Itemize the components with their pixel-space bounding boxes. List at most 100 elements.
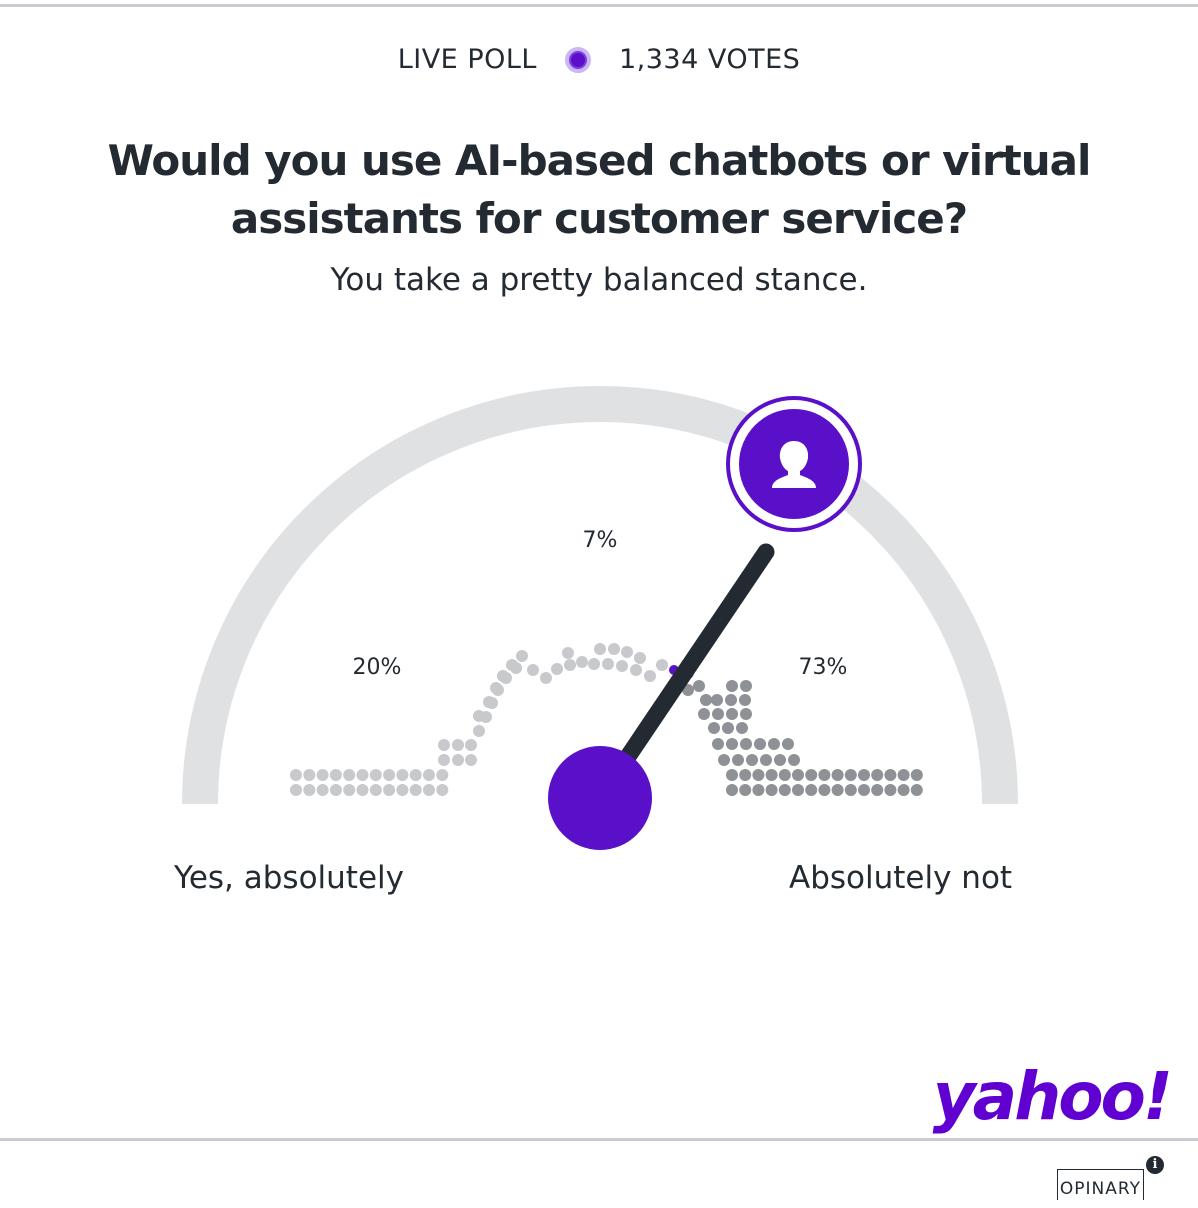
- vote-dot: [409, 769, 422, 781]
- vote-dot: [858, 769, 870, 781]
- vote-dot: [516, 650, 528, 662]
- vote-dot: [760, 754, 772, 766]
- vote-dot: [452, 739, 464, 751]
- vote-dot: [778, 769, 791, 781]
- vote-dot: [708, 722, 720, 734]
- vote-dot: [527, 664, 539, 676]
- vote-dot: [303, 784, 316, 796]
- needle-hub[interactable]: [548, 746, 652, 850]
- vote-dot: [369, 769, 382, 781]
- vote-dot: [602, 658, 614, 670]
- opinary-credit[interactable]: OPINARY i: [1056, 1156, 1164, 1200]
- gauge-slider[interactable]: [0, 0, 1198, 1000]
- percent-neutral: 7%: [582, 528, 618, 553]
- dots-no-group: [682, 667, 923, 796]
- vote-dot: [356, 784, 369, 796]
- vote-dot: [329, 769, 342, 781]
- vote-dot: [438, 739, 450, 751]
- stance-text: You take a pretty balanced stance.: [330, 262, 868, 298]
- vote-dot: [722, 722, 734, 734]
- vote-dot: [506, 659, 518, 671]
- vote-dot: [739, 784, 752, 796]
- vote-dot: [438, 754, 450, 766]
- vote-dot: [551, 663, 563, 675]
- vote-dot: [316, 769, 329, 781]
- vote-dot: [343, 784, 356, 796]
- vote-count: 1,334 VOTES: [618, 44, 801, 75]
- vote-dot: [831, 784, 844, 796]
- vote-dot: [562, 647, 574, 659]
- user-position-handle[interactable]: [726, 396, 862, 532]
- vote-dot: [316, 784, 329, 796]
- vote-dot: [621, 646, 633, 658]
- vote-dot: [871, 769, 884, 781]
- yahoo-logo: yahoo!: [932, 1058, 1173, 1135]
- vote-dot: [473, 725, 485, 737]
- vote-dot: [436, 784, 449, 796]
- vote-dot: [739, 769, 752, 781]
- vote-dot: [754, 738, 766, 750]
- vote-dot: [726, 769, 738, 781]
- vote-dot: [740, 738, 752, 750]
- vote-dot: [383, 784, 396, 796]
- vote-dot: [740, 680, 752, 692]
- user-avatar-icon: [772, 441, 816, 488]
- vote-dot: [726, 738, 738, 750]
- vote-dot: [644, 670, 656, 682]
- vote-dot: [396, 784, 409, 796]
- vote-dot: [818, 769, 831, 781]
- vote-dot: [634, 652, 646, 664]
- vote-dot: [792, 784, 804, 796]
- vote-dot: [465, 754, 477, 766]
- vote-dot: [473, 710, 485, 722]
- vote-dot: [712, 738, 724, 750]
- vote-dot: [369, 784, 382, 796]
- percent-no: 73%: [798, 655, 848, 680]
- vote-dot: [329, 784, 342, 796]
- label-absolutely-not: Absolutely not: [789, 860, 1013, 896]
- vote-dot: [788, 754, 800, 766]
- vote-dot: [778, 784, 791, 796]
- vote-dot: [383, 769, 396, 781]
- vote-dot: [718, 754, 730, 766]
- vote-dot: [588, 658, 600, 670]
- vote-dot: [540, 672, 552, 684]
- vote-dot: [740, 708, 752, 720]
- dots-neutral-group: [527, 643, 679, 684]
- vote-dot: [805, 769, 818, 781]
- vote-dot: [497, 670, 509, 682]
- vote-dot: [564, 659, 576, 671]
- vote-dot: [726, 784, 738, 796]
- vote-dot: [616, 660, 628, 672]
- vote-dot: [343, 769, 356, 781]
- vote-dot: [490, 682, 502, 694]
- vote-dot: [303, 769, 316, 781]
- vote-dot: [700, 694, 712, 706]
- vote-dot: [805, 784, 818, 796]
- gauge-track[interactable]: [182, 386, 1018, 805]
- vote-dot: [746, 754, 758, 766]
- vote-dot: [884, 769, 897, 781]
- vote-dot: [765, 769, 778, 781]
- vote-dot: [792, 769, 804, 781]
- vote-dot: [844, 769, 857, 781]
- vote-dot: [844, 784, 857, 796]
- percent-yes: 20%: [352, 655, 402, 680]
- vote-dot: [608, 643, 620, 655]
- vote-dot: [465, 739, 477, 751]
- vote-dot: [693, 680, 705, 692]
- label-yes-absolutely: Yes, absolutely: [174, 860, 404, 896]
- opinary-logo[interactable]: OPINARY: [1056, 1169, 1144, 1200]
- vote-dot: [732, 754, 744, 766]
- dots-yes-group: [290, 650, 528, 796]
- top-divider: [0, 4, 1198, 7]
- vote-dot: [396, 769, 409, 781]
- vote-dot: [423, 784, 435, 796]
- vote-dot: [656, 659, 668, 671]
- vote-dot: [726, 680, 738, 692]
- vote-dot: [897, 769, 910, 781]
- vote-dot: [774, 754, 786, 766]
- info-icon[interactable]: i: [1146, 1156, 1164, 1174]
- vote-dot: [858, 784, 870, 796]
- vote-dot: [290, 769, 302, 781]
